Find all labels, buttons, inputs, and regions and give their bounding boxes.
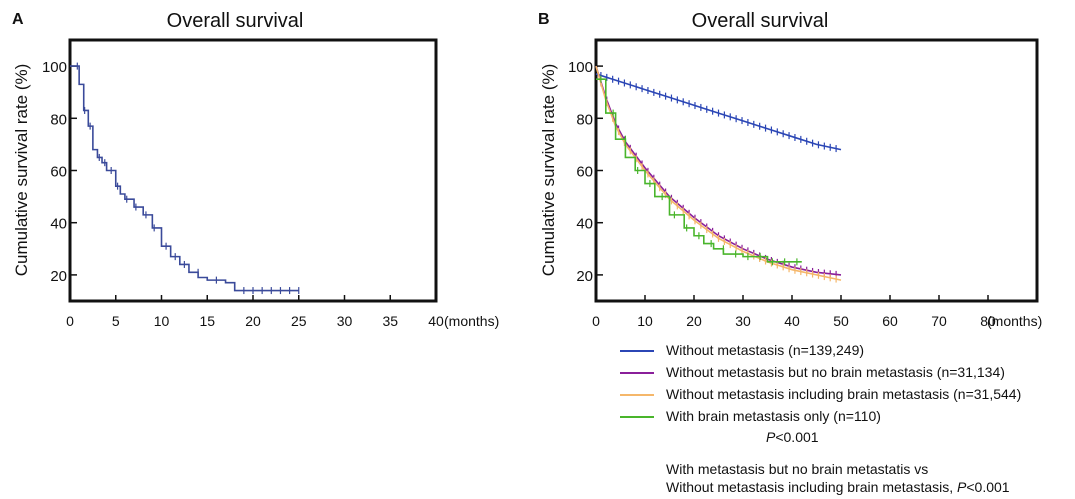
series-line [595, 65, 842, 276]
series-line [70, 65, 299, 292]
x-tick-label: 35 [382, 313, 398, 329]
legend: Without metastasis (n=139,249) Without m… [620, 340, 1060, 428]
comparison-note-line1: With metastasis but no brain metastatis … [666, 461, 929, 477]
legend-item: Without metastasis but no brain metastas… [620, 362, 1060, 384]
legend-swatch [620, 372, 654, 374]
panel-b-xlabel: (months) [987, 313, 1042, 329]
p-symbol: P [766, 429, 776, 445]
comparison-text: Without metastasis including brain metas… [666, 479, 958, 495]
panel-a-label: A [12, 11, 24, 28]
panel-b-label: B [538, 11, 550, 28]
legend-swatch [620, 416, 654, 418]
y-tick-label: 60 [50, 164, 67, 181]
x-tick-label: 40 [784, 313, 800, 329]
p-symbol: P [957, 479, 967, 495]
chart-canvas: A Overall survival Cumulative survival r… [12, 10, 1042, 329]
panel-a-ylabel: Cumulative survival rate (%) [12, 64, 31, 277]
p-value: <0.001 [775, 429, 819, 445]
x-tick-label: 60 [882, 313, 898, 329]
y-tick-label: 20 [576, 268, 593, 285]
p-value: <0.001 [966, 479, 1010, 495]
y-tick-label: 100 [568, 59, 593, 76]
legend-label: Without metastasis (n=139,249) [666, 342, 865, 358]
y-tick-label: 80 [576, 111, 593, 128]
panel-b-ylabel: Cumulative survival rate (%) [539, 64, 558, 277]
legend-item: Without metastasis including brain metas… [620, 384, 1060, 406]
legend-label: Without metastasis including brain metas… [666, 386, 1022, 402]
legend-item: With brain metastasis only (n=110) [620, 406, 1060, 428]
x-tick-label: 0 [66, 313, 74, 329]
panel-a-xlabel: (months) [444, 313, 499, 329]
x-tick-label: 40 [428, 313, 444, 329]
y-tick-label: 40 [50, 216, 67, 233]
legend-swatch [620, 394, 654, 396]
x-tick-label: 10 [154, 313, 170, 329]
legend-label: With brain metastasis only (n=110) [666, 408, 881, 424]
panel-a: A Overall survival Cumulative survival r… [12, 10, 499, 329]
legend-swatch [620, 350, 654, 352]
comparison-note-line2: Without metastasis including brain metas… [666, 479, 1010, 495]
x-tick-label: 0 [592, 313, 600, 329]
plot-frame [594, 38, 1039, 303]
x-tick-label: 10 [637, 313, 653, 329]
x-tick-label: 20 [686, 313, 702, 329]
y-tick-label: 20 [50, 268, 67, 285]
x-tick-label: 25 [291, 313, 307, 329]
panel-b-plot: 20 40 60 80 100 0 10 20 30 40 50 60 70 80 [568, 38, 1039, 329]
legend-label: Without metastasis but no brain metastas… [666, 364, 1005, 380]
panel-a-plot: 20 40 60 80 100 0 5 10 15 20 25 30 35 40 [42, 38, 444, 329]
x-tick-label: 80 [980, 313, 996, 329]
panel-b-title: Overall survival [692, 10, 829, 32]
panel-b: B Overall survival Cumulative survival r… [538, 10, 1042, 329]
plot-frame [68, 38, 438, 303]
x-tick-label: 30 [337, 313, 353, 329]
y-tick-label: 40 [576, 216, 593, 233]
legend-item: Without metastasis (n=139,249) [620, 340, 1060, 362]
y-tick-label: 60 [576, 164, 593, 181]
y-tick-label: 100 [42, 59, 67, 76]
x-tick-label: 5 [112, 313, 120, 329]
y-tick-label: 80 [50, 111, 67, 128]
x-tick-label: 50 [833, 313, 849, 329]
x-tick-label: 70 [931, 313, 947, 329]
x-tick-label: 15 [199, 313, 215, 329]
x-tick-label: 20 [245, 313, 261, 329]
series-line [595, 65, 842, 281]
x-tick-label: 30 [735, 313, 751, 329]
panel-a-title: Overall survival [167, 10, 304, 32]
overall-p-value: P<0.001 [766, 429, 819, 445]
